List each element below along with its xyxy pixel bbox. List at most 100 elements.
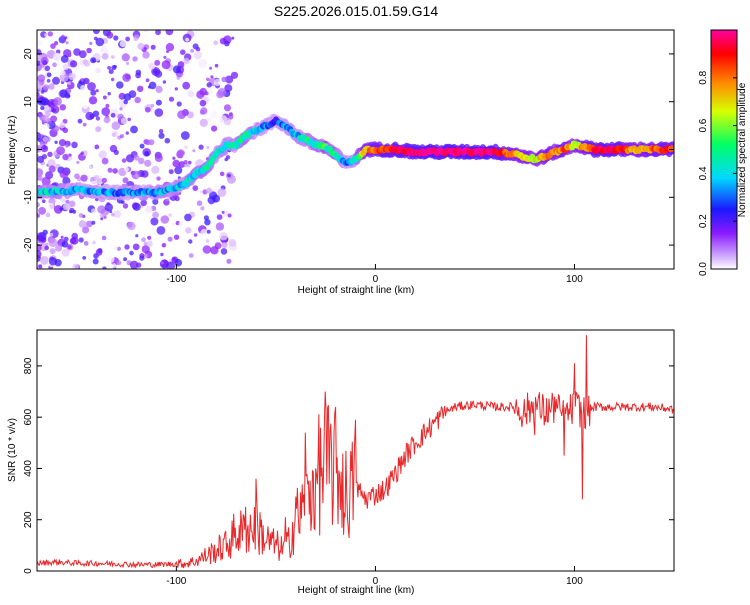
spectrogram-noise-cell — [65, 41, 69, 45]
spectrogram-noise-cell — [101, 157, 109, 165]
spectrogram-noise-cell — [213, 40, 219, 46]
spectrogram-noise-cell — [47, 31, 53, 37]
spectrogram-noise-cell — [210, 111, 219, 119]
spectrogram-ylabel: Frequency (Hz) — [7, 116, 18, 185]
snr-y-tick-label: 0 — [23, 568, 34, 574]
spectrogram-noise-cell — [78, 80, 82, 84]
spectrogram-noise-cell — [52, 62, 57, 68]
spectrogram-noise-cell — [37, 132, 42, 140]
spectrogram-noise-cell — [206, 82, 212, 88]
spectrogram-y-tick-label: 20 — [23, 48, 34, 60]
spectrogram-noise-cell — [219, 232, 228, 241]
spectrogram-noise-cell — [92, 258, 99, 265]
spectrogram-noise-cell — [65, 199, 70, 205]
spectrogram-noise-cell — [155, 85, 163, 93]
spectrogram-noise-cell — [205, 239, 210, 243]
spectrogram-noise-cell — [54, 41, 59, 46]
spectrogram-noise-cell — [90, 57, 97, 64]
spectrogram-noise-cell — [198, 58, 208, 68]
spectrogram-noise-cell — [37, 74, 46, 83]
spectrogram-noise-cell — [52, 76, 60, 85]
spectrogram-noise-cell — [174, 87, 178, 91]
spectrogram-noise-cell — [61, 241, 69, 248]
spectrogram-noise-cell — [127, 221, 136, 231]
spectrogram-noise-cell — [178, 221, 183, 226]
spectrogram-noise-cell — [111, 132, 117, 137]
spectrogram-noise-cell — [213, 78, 221, 86]
colorbar-ticks: 0.0 0.2 0.4 0.6 0.8 — [698, 70, 737, 276]
spectrogram-noise-cell — [71, 232, 78, 240]
spectrogram-noise-cell — [91, 220, 96, 225]
spectrogram-noise-cell — [113, 35, 119, 41]
spectrogram-noise-cell — [172, 156, 176, 160]
spectrogram-noise-cell — [221, 210, 225, 214]
spectrogram-noise-cell — [162, 80, 167, 84]
spectrogram-noise-cell — [221, 242, 228, 248]
spectrogram-noise-cell — [199, 190, 203, 194]
spectrogram-noise-cell — [60, 55, 69, 63]
spectrogram-noise-cell — [192, 149, 196, 153]
spectrogram-noise-cell — [46, 79, 51, 83]
spectrogram-noise-cell — [160, 215, 170, 224]
spectrogram-noise-cell — [112, 168, 118, 174]
spectrogram-noise-cell — [176, 149, 185, 158]
snr-y-axis: 0 200 400 600 800 — [23, 357, 674, 574]
spectrogram-noise-cell — [80, 85, 87, 91]
spectrogram-noise-cell — [121, 158, 127, 163]
spectrogram-noise-cell — [90, 165, 94, 169]
spectrogram-noise-cell — [121, 53, 130, 62]
spectrogram-noise-cell — [158, 129, 164, 134]
spectrogram-noise-cell — [49, 232, 54, 237]
spectrogram-noise-cell — [50, 43, 56, 49]
spectrogram-noise-cell — [89, 41, 93, 46]
spectrogram-noise-cell — [125, 131, 129, 135]
spectrogram-noise-cell — [124, 244, 130, 250]
spectrogram-noise-cell — [119, 40, 127, 48]
spectrogram-noise-cell — [177, 61, 185, 68]
spectrogram-noise-cell — [37, 40, 43, 46]
spectrogram-noise-cell — [84, 60, 91, 67]
spectrogram-noise-cell — [37, 91, 40, 97]
spectrogram-noise-cell — [55, 244, 62, 252]
spectrogram-noise-cell — [152, 198, 159, 205]
spectrogram-noise-cell — [92, 110, 100, 117]
spectrogram-noise-cell — [154, 70, 163, 78]
spectrogram-noise-cell — [133, 37, 138, 42]
spectrogram-noise-cell — [106, 255, 115, 264]
spectrogram-y-axis: -20 -10 0 10 20 — [23, 48, 674, 252]
colorbar: 0.0 0.2 0.4 0.6 0.8 Normalized spectral ampl… — [698, 29, 748, 276]
snr-x-tick-label: 0 — [373, 576, 379, 587]
spectrogram-noise-cell — [188, 239, 193, 244]
spectrogram-noise-cell — [91, 130, 96, 135]
snr-ylabel: SNR (10 * v/v) — [7, 418, 18, 482]
spectrogram-noise-cell — [71, 141, 78, 149]
spectrogram-noise-cell — [166, 261, 176, 269]
spectrogram-noise-cell — [182, 81, 191, 90]
spectrogram-noise-cell — [184, 145, 189, 149]
spectrogram-noise-cell — [226, 258, 232, 264]
spectrogram-noise-cell — [62, 63, 69, 71]
spectrogram-noise-cell — [111, 65, 117, 71]
spectrogram-noise-cell — [95, 126, 102, 133]
spectrogram-noise-cell — [192, 185, 199, 192]
spectrogram-noise-cell — [59, 169, 69, 179]
spectrogram-noise-cell — [161, 242, 167, 248]
spectrogram-noise-cell — [111, 77, 115, 82]
spectrogram-noise-cell — [100, 217, 104, 221]
spectrogram-noise-cell — [113, 238, 117, 242]
spectrogram-noise-cell — [206, 77, 210, 82]
spectrogram-noise-cell — [92, 240, 96, 245]
spectrogram-noise-cell — [40, 145, 49, 153]
spectrogram-noise-cell — [72, 209, 77, 214]
spectrogram-y-tick-label: -10 — [23, 190, 34, 205]
spectrogram-noise-cell — [101, 107, 110, 116]
snr-y-tick-label: 600 — [23, 408, 34, 425]
spectrogram-noise-cell — [154, 108, 164, 117]
spectrogram-noise-cell — [50, 115, 58, 123]
spectrogram-noise-cell — [172, 256, 177, 261]
spectrogram-noise-cell — [45, 242, 49, 247]
spectrogram-noise-cell — [82, 122, 87, 127]
spectrogram-noise-cell — [119, 134, 124, 139]
